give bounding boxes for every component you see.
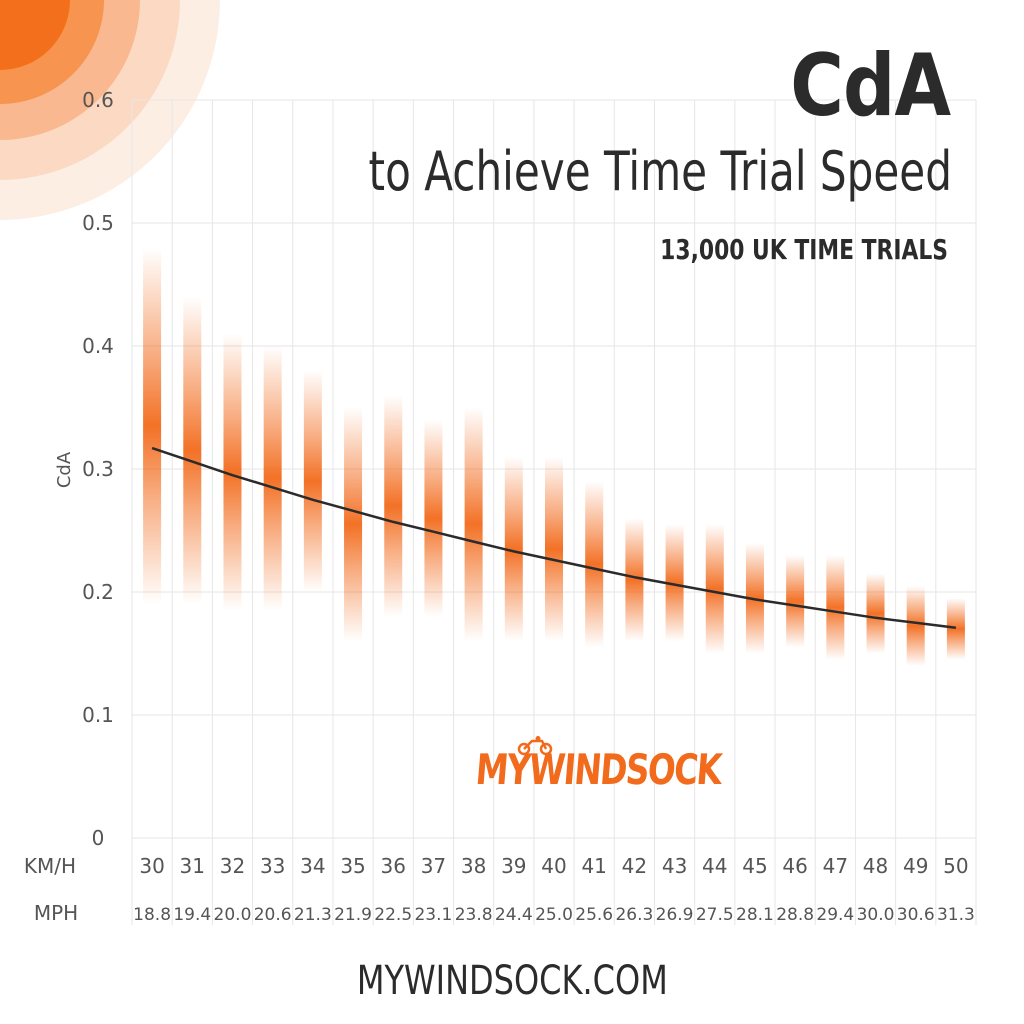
chart-grid	[131, 99, 977, 925]
cda-band-33	[263, 346, 282, 611]
chart-tagline: 13,000 UK TIME TRIALS	[660, 233, 948, 266]
y-tick-label: 0.2	[82, 580, 114, 604]
cda-band-41	[585, 481, 604, 648]
x-tick-mph: 24.4	[495, 905, 533, 925]
cda-band-32	[223, 333, 242, 611]
cda-band-30	[143, 247, 162, 605]
cda-band-40	[545, 456, 563, 642]
x-tick-mph: 18.8	[133, 905, 171, 925]
x-tick-mph: 23.8	[455, 905, 493, 925]
x-tick-mph: 21.3	[294, 905, 332, 925]
trend-line	[151, 446, 957, 629]
x-tick-kmh: 38	[461, 854, 486, 878]
x-tick-mph: 25.0	[535, 905, 573, 925]
x-tick-kmh: 41	[581, 854, 606, 878]
x-tick-mph: 26.3	[615, 905, 653, 925]
x-tick-kmh: 35	[340, 854, 365, 878]
cda-band-37	[424, 419, 443, 617]
x-tick-mph: 22.5	[374, 905, 412, 925]
x-tick-mph: 25.6	[575, 905, 613, 925]
cda-band-47	[826, 555, 845, 660]
x-tick-kmh: 48	[863, 854, 888, 878]
cda-distribution-bands	[143, 247, 965, 666]
x-tick-kmh: 45	[742, 854, 767, 878]
mywindsock-logo: MYWINDSOCK	[473, 745, 723, 794]
x-tick-mph: 31.3	[937, 905, 975, 925]
chart-subtitle: to Achieve Time Trial Speed	[368, 140, 952, 203]
row-label-mph: MPH	[34, 901, 78, 925]
x-tick-kmh: 36	[381, 854, 406, 878]
x-tick-mph: 26.9	[656, 905, 694, 925]
x-tick-mph: 20.6	[254, 905, 292, 925]
x-tick-mph: 21.9	[334, 905, 372, 925]
x-tick-kmh: 44	[702, 854, 727, 878]
cda-band-38	[464, 407, 483, 642]
corner-circle-4	[0, 0, 70, 70]
y-tick-label: 0	[92, 826, 105, 850]
cyclist-icon	[517, 736, 553, 756]
footer-website-text: MYWINDSOCK.COM	[356, 958, 668, 1004]
x-tick-mph: 28.1	[736, 905, 774, 925]
y-tick-label: 0.6	[82, 88, 114, 112]
x-tick-kmh: 42	[622, 854, 647, 878]
cda-band-31	[183, 296, 202, 605]
chart-title: CdA	[790, 36, 951, 136]
x-tick-kmh: 30	[139, 854, 164, 878]
corner-circles-decoration	[0, 0, 220, 220]
cda-band-49	[906, 585, 925, 666]
x-tick-mph: 30.0	[857, 905, 895, 925]
cda-band-50	[946, 598, 965, 660]
cda-band-48	[866, 573, 885, 654]
x-tick-kmh: 39	[501, 854, 526, 878]
x-tick-mph: 28.8	[776, 905, 814, 925]
y-tick-label: 0.3	[82, 457, 114, 481]
x-tick-kmh: 43	[662, 854, 687, 878]
x-tick-mph: 30.6	[897, 905, 935, 925]
x-tick-mph: 23.1	[414, 905, 452, 925]
x-tick-mph: 27.5	[696, 905, 734, 925]
x-tick-kmh: 50	[943, 854, 968, 878]
x-tick-kmh: 49	[903, 854, 928, 878]
x-tick-kmh: 34	[300, 854, 325, 878]
y-tick-label: 0.5	[82, 211, 114, 235]
x-tick-mph: 20.0	[214, 905, 252, 925]
y-axis-label: CdA	[54, 451, 75, 488]
x-tick-mph: 29.4	[816, 905, 854, 925]
x-tick-kmh: 47	[823, 854, 848, 878]
x-tick-kmh: 40	[541, 854, 566, 878]
cda-band-35	[344, 407, 363, 642]
footer-website[interactable]: MYWINDSOCK.COM	[0, 958, 1024, 1004]
x-axis-ticks: 30 31 32 33 34 35 36 37 38 39 40 41 42 43 44 45 46 47 48 49…	[133, 854, 975, 925]
y-tick-label: 0.4	[82, 334, 114, 358]
cda-band-42	[625, 518, 644, 642]
cda-band-43	[665, 524, 684, 642]
x-tick-kmh: 32	[220, 854, 245, 878]
y-axis-ticks: 0 0.1 0.2 0.3 0.4 0.5 0.6	[82, 88, 114, 850]
row-label-kmh: KM/H	[24, 854, 76, 878]
x-tick-kmh: 33	[260, 854, 285, 878]
x-tick-mph: 19.4	[173, 905, 211, 925]
cda-band-34	[303, 370, 322, 592]
x-tick-kmh: 46	[782, 854, 807, 878]
cda-band-36	[384, 395, 403, 617]
cda-band-46	[786, 555, 805, 648]
y-tick-label: 0.1	[82, 703, 114, 727]
x-tick-kmh: 37	[421, 854, 446, 878]
cda-band-39	[504, 456, 523, 642]
x-tick-kmh: 31	[180, 854, 205, 878]
cda-band-44	[705, 524, 724, 654]
